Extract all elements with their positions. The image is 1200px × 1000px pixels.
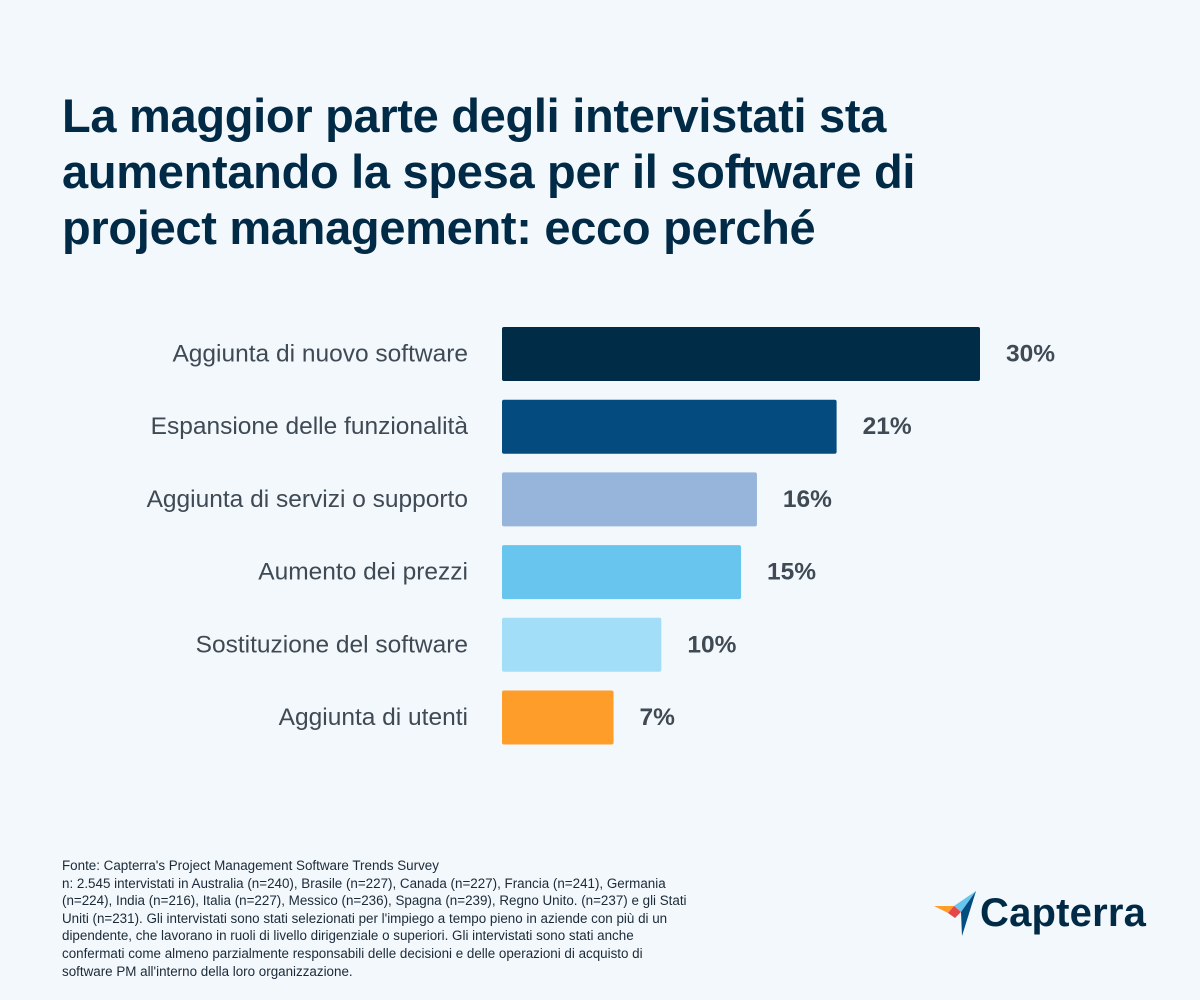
value-label: 15% (767, 559, 816, 586)
category-label: Sostituzione del software (196, 631, 468, 658)
bar (502, 399, 837, 454)
footnote-line: (n=224), India (n=216), Italia (n=227), … (62, 893, 687, 909)
value-label: 10% (687, 631, 736, 658)
category-label: Aggiunta di nuovo software (172, 341, 468, 368)
footnote-line: Uniti (n=231). Gli intervistati sono sta… (62, 910, 668, 926)
value-label: 16% (783, 486, 832, 513)
category-label: Aggiunta di servizi o supporto (147, 486, 468, 513)
capterra-arrow-logo-icon (934, 891, 976, 936)
bar (502, 472, 757, 527)
bar (502, 545, 741, 600)
footnote-line: software PM all'interno della loro organ… (62, 963, 353, 979)
logo-shard-orange (934, 906, 954, 913)
value-label: 7% (640, 704, 676, 731)
footnote: Fonte: Capterra's Project Management Sof… (62, 857, 802, 980)
category-label: Espansione delle funzionalità (151, 413, 469, 440)
bar (502, 327, 980, 381)
logo-shard-red (948, 906, 961, 918)
footnote-line: dipendente, che lavorano in ruoli di liv… (62, 928, 634, 944)
category-label: Aggiunta di utenti (279, 704, 468, 731)
footnote-line: confermati come almeno parzialmente resp… (62, 945, 643, 961)
category-label: Aumento dei prezzi (258, 559, 468, 586)
chart-title: La maggior parte degli intervistati sta … (62, 89, 916, 254)
bar (502, 617, 662, 672)
capterra-logo-text: Capterra (980, 891, 1147, 935)
footnote-line: n: 2.545 intervistati in Australia (n=24… (62, 875, 666, 891)
value-label: 30% (1006, 341, 1055, 368)
logo-shard-light-blue (954, 891, 976, 912)
value-label: 21% (863, 413, 912, 440)
bar (502, 690, 614, 745)
logo-shard-dark-blue (961, 891, 976, 936)
capterra-logo: Capterra (932, 886, 1162, 940)
footnote-source: Fonte: Capterra's Project Management Sof… (62, 858, 439, 873)
bar-chart: Aggiunta di nuovo software 30% Espansione … (147, 327, 1055, 745)
